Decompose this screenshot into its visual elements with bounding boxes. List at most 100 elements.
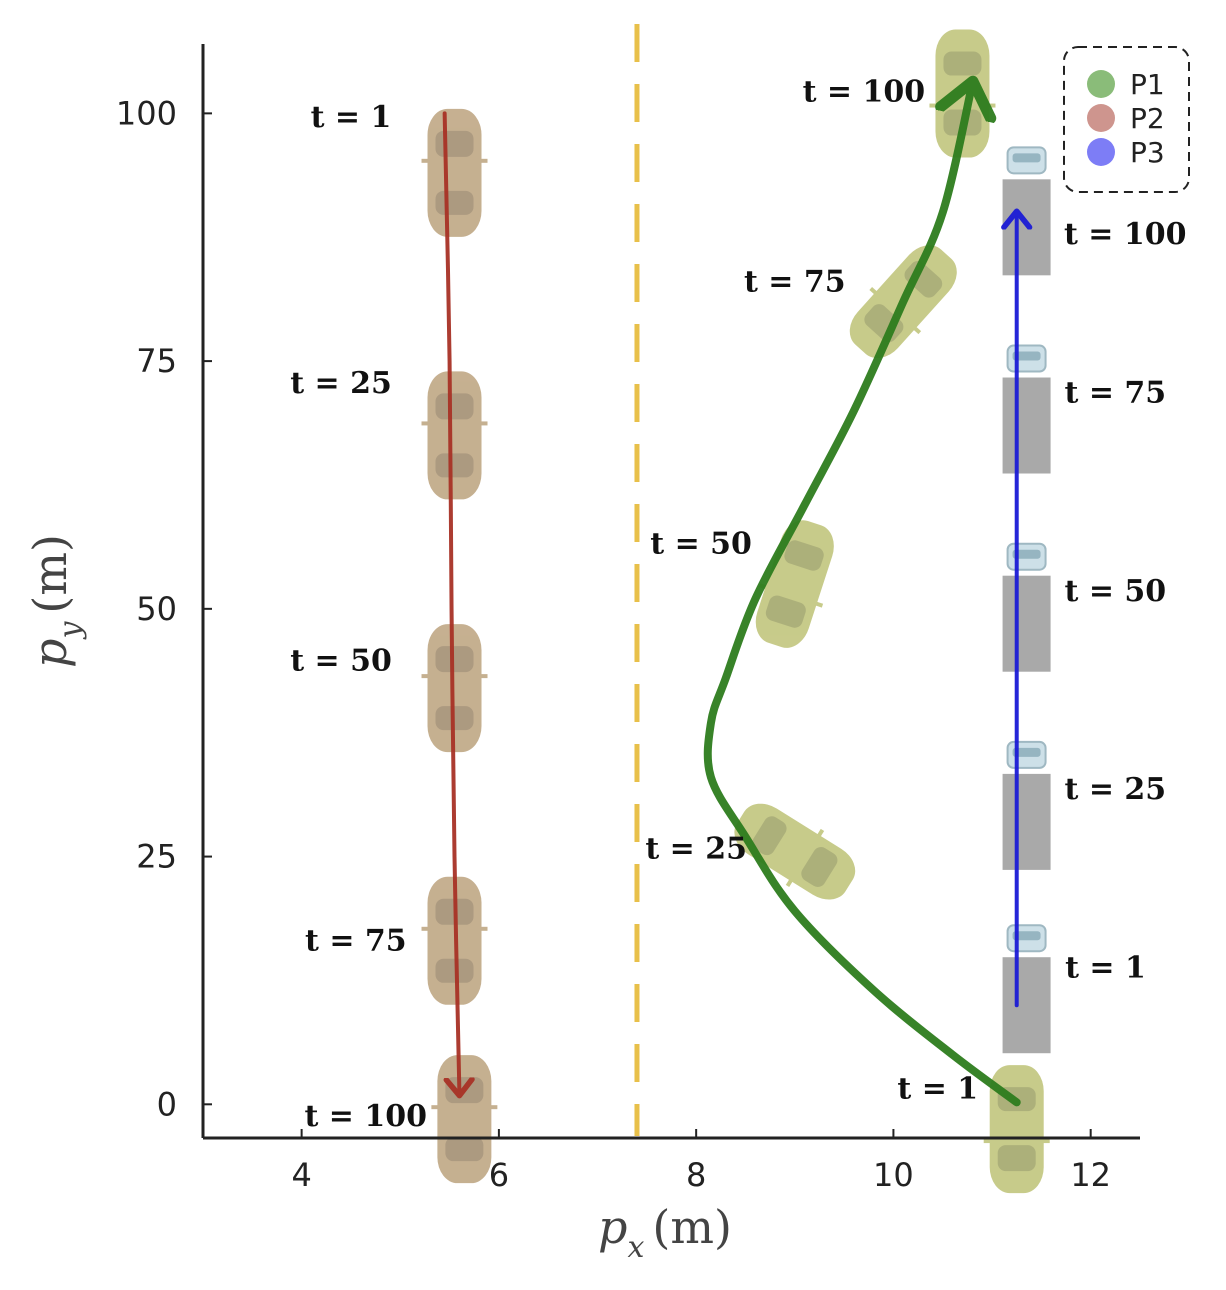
car-mirror xyxy=(421,674,429,679)
car-rear-window xyxy=(435,393,474,420)
car-windshield xyxy=(435,190,474,215)
truck-trailer xyxy=(1002,179,1051,276)
legend-label-p1: P1 xyxy=(1130,68,1165,101)
x-tick-label: 12 xyxy=(1070,1156,1111,1194)
car-mirror xyxy=(988,103,996,108)
time-label-p3: t = 50 xyxy=(1065,574,1167,609)
vehicle-p2 xyxy=(421,371,488,500)
car-rear-window xyxy=(801,847,838,887)
car-body xyxy=(427,624,482,753)
car-mirror xyxy=(480,421,488,426)
car-rear-window xyxy=(435,130,474,157)
y-tick-label: 50 xyxy=(136,590,177,628)
time-label-p1: t = 75 xyxy=(744,265,846,300)
time-label-p3: t = 100 xyxy=(1064,217,1187,252)
car-mirror xyxy=(983,1139,991,1144)
truck-cab-window xyxy=(1012,549,1041,559)
time-label-p1: t = 1 xyxy=(897,1071,978,1106)
vehicle-p3 xyxy=(1002,924,1051,1054)
car-mirror xyxy=(421,158,429,163)
x-axis-label: px (m) xyxy=(598,1200,732,1265)
x-tick-label: 10 xyxy=(873,1156,914,1194)
car-body xyxy=(734,803,856,900)
truck-cab-window xyxy=(1012,153,1041,163)
car-mirror xyxy=(929,103,937,108)
car-mirror xyxy=(421,421,429,426)
car-mirror xyxy=(785,878,793,888)
car-windshield xyxy=(943,51,982,76)
time-label-p1: t = 25 xyxy=(645,832,747,867)
trajectory-p1 xyxy=(703,84,1021,1107)
car-mirror xyxy=(913,326,922,335)
car-rear-window xyxy=(435,646,474,673)
legend-marker-p2 xyxy=(1087,104,1115,132)
legend-label-p3: P3 xyxy=(1130,136,1165,169)
truck-trailer xyxy=(1002,377,1051,474)
trajectory-p2 xyxy=(442,111,460,1094)
vehicle-p2 xyxy=(421,108,488,237)
truck-trailer xyxy=(1002,773,1051,870)
time-label-p2: t = 25 xyxy=(290,366,392,401)
x-tick-label: 6 xyxy=(489,1156,509,1194)
time-label-p2: t = 75 xyxy=(305,924,407,959)
car-windshield xyxy=(752,816,787,856)
path-layer xyxy=(442,84,1021,1107)
car-mirror xyxy=(421,926,429,931)
car-mirror xyxy=(869,286,878,295)
car-mirror xyxy=(480,926,488,931)
car-rear-window xyxy=(997,1145,1036,1172)
car-windshield xyxy=(445,1137,484,1162)
car-windshield xyxy=(435,958,474,983)
car-windshield xyxy=(435,453,474,478)
time-label-p2: t = 1 xyxy=(311,100,392,135)
truck-trailer xyxy=(1002,575,1051,672)
car-mirror xyxy=(480,674,488,679)
tick-layer: 4 6 8 10 12 0 25 50 75 100 xyxy=(116,94,1111,1194)
axes-layer xyxy=(201,44,1140,1140)
car-rear-window xyxy=(445,1077,484,1104)
legend-marker-p1 xyxy=(1087,70,1115,98)
time-label-p2: t = 100 xyxy=(304,1099,427,1134)
car-mirror xyxy=(480,158,488,163)
car-body xyxy=(437,1055,492,1184)
truck-cab-window xyxy=(1012,747,1041,757)
time-label-p3: t = 75 xyxy=(1065,376,1167,411)
y-tick-label: 100 xyxy=(116,94,177,132)
truck-cab-window xyxy=(1012,931,1041,941)
x-tick-label: 8 xyxy=(686,1156,706,1194)
legend-label-p2: P2 xyxy=(1130,102,1165,135)
time-label-p2: t = 50 xyxy=(290,643,392,678)
vehicle-p3 xyxy=(1002,146,1051,276)
time-label-layer: t = 1 t = 25 t = 50 t = 75 t = 100 t = 1 t = 2… xyxy=(290,74,1186,1134)
car-mirror xyxy=(490,1105,498,1110)
car-mirror xyxy=(817,828,825,837)
vehicle-p3 xyxy=(1002,740,1051,870)
legend-box xyxy=(1063,46,1190,193)
time-label-p1: t = 100 xyxy=(803,74,926,109)
truck-trailer xyxy=(1002,957,1051,1054)
car-mirror xyxy=(1042,1139,1050,1144)
vehicle-p2 xyxy=(431,1055,498,1184)
time-label-p3: t = 1 xyxy=(1065,950,1146,985)
vehicle-p1 xyxy=(755,520,834,648)
truck-cab-window xyxy=(1012,351,1041,361)
car-mirror xyxy=(431,1105,439,1110)
time-label-p1: t = 50 xyxy=(650,526,752,561)
car-rear-window xyxy=(765,595,806,628)
vehicle-layer xyxy=(421,29,1051,1194)
car-windshield xyxy=(784,540,824,571)
car-body xyxy=(427,108,482,237)
vehicle-p1 xyxy=(734,803,856,900)
car-mirror xyxy=(815,601,824,608)
car-body xyxy=(755,520,834,648)
car-body xyxy=(427,371,482,500)
x-tick-label: 4 xyxy=(291,1156,311,1194)
vehicle-p3 xyxy=(1002,542,1051,672)
y-axis-label: py(m) xyxy=(23,534,88,668)
time-label-p3: t = 25 xyxy=(1065,772,1167,807)
y-tick-label: 25 xyxy=(136,838,177,876)
y-tick-label: 0 xyxy=(157,1085,177,1123)
legend-marker-p3 xyxy=(1087,138,1115,166)
